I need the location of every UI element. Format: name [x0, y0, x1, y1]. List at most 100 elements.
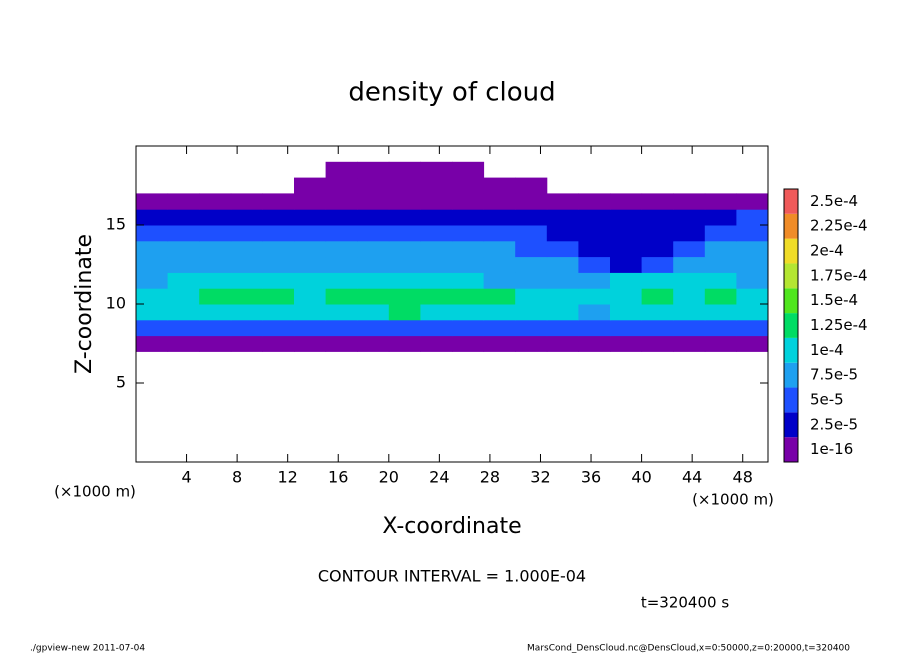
- density-cell: [452, 240, 485, 258]
- density-cell: [325, 193, 358, 210]
- density-cell: [578, 288, 611, 305]
- density-cell: [388, 177, 421, 194]
- density-cell: [199, 193, 232, 210]
- density-cell: [420, 161, 453, 179]
- colorbar-label: 1.5e-4: [810, 291, 858, 309]
- footer-right: MarsCond_DensCloud.nc@DensCloud,x=0:5000…: [527, 644, 850, 654]
- density-cell: [705, 178, 737, 194]
- density-cell: [484, 162, 516, 178]
- density-cell: [704, 304, 737, 321]
- colorbar-label: 2.25e-4: [810, 217, 868, 235]
- density-cell: [325, 335, 358, 352]
- density-cell: [736, 178, 768, 194]
- density-cell: [167, 193, 200, 210]
- density-cell: [673, 162, 705, 178]
- density-cell: [641, 288, 674, 305]
- density-cell: [168, 178, 200, 194]
- density-cell: [230, 256, 263, 273]
- chart-title: density of cloud: [348, 78, 555, 108]
- density-cell: [452, 272, 485, 289]
- density-cell: [610, 225, 643, 242]
- density-cell: [262, 272, 295, 289]
- density-cell: [357, 240, 390, 258]
- density-cell: [136, 209, 169, 226]
- density-cell: [578, 193, 611, 210]
- y-axis-label: Z-coordinate: [72, 234, 97, 374]
- density-cell: [294, 162, 326, 178]
- density-cell: [673, 304, 706, 321]
- density-cell: [641, 335, 674, 352]
- colorbar-frame: [783, 188, 799, 463]
- density-cell: [294, 240, 327, 258]
- x-tick-label: 24: [429, 468, 449, 487]
- density-cell: [199, 178, 231, 194]
- density-cell: [199, 209, 232, 226]
- density-cell: [515, 256, 548, 273]
- colorbar-band: [784, 213, 798, 239]
- density-cell: [610, 178, 642, 194]
- density-cell: [168, 162, 200, 178]
- density-cell: [294, 256, 327, 273]
- density-cell: [388, 319, 421, 337]
- density-cell: [673, 288, 706, 305]
- density-cell: [262, 240, 295, 258]
- density-cell: [230, 288, 263, 305]
- density-cell: [388, 256, 421, 273]
- density-cell: [641, 304, 674, 321]
- density-cell: [388, 225, 421, 242]
- density-cell: [578, 335, 611, 352]
- colorbar-label: 1e-16: [810, 440, 853, 458]
- density-cell: [136, 240, 169, 258]
- density-cell: [262, 178, 294, 194]
- density-cell: [357, 335, 390, 352]
- density-cell: [167, 288, 200, 305]
- density-cell: [610, 256, 643, 273]
- density-cell: [641, 240, 674, 258]
- density-cell: [515, 240, 548, 258]
- density-cell: [262, 256, 295, 273]
- density-cell: [546, 304, 579, 321]
- density-cell: [641, 272, 674, 289]
- x-tick-label: 40: [631, 468, 651, 487]
- x-tick-label: 16: [328, 468, 348, 487]
- density-cell: [515, 209, 548, 226]
- density-cell: [199, 288, 232, 305]
- density-cell: [199, 240, 232, 258]
- density-cell: [704, 225, 737, 242]
- density-cell: [736, 240, 769, 258]
- density-cell: [546, 193, 579, 210]
- density-cell: [199, 304, 232, 321]
- density-cell: [325, 272, 358, 289]
- density-cell: [167, 304, 200, 321]
- density-cell: [420, 319, 453, 337]
- density-cell: [546, 256, 579, 273]
- density-cell: [547, 178, 579, 194]
- colorbar-band: [784, 362, 798, 388]
- density-cell: [230, 193, 263, 210]
- density-cell: [199, 256, 232, 273]
- density-cell: [483, 240, 516, 258]
- density-cell: [736, 225, 769, 242]
- density-cell: [704, 288, 737, 305]
- density-cell: [578, 240, 611, 258]
- density-cell: [704, 193, 737, 210]
- density-cell: [262, 304, 295, 321]
- colorbar-label: 1.75e-4: [810, 266, 868, 284]
- density-cell: [325, 209, 358, 226]
- density-cell: [325, 177, 358, 194]
- density-cell: [483, 272, 516, 289]
- density-cell: [641, 225, 674, 242]
- density-cell: [136, 193, 169, 210]
- density-cell: [483, 209, 516, 226]
- density-cell: [610, 272, 643, 289]
- density-cell: [452, 335, 485, 352]
- density-cell: [262, 209, 295, 226]
- density-cell: [736, 272, 769, 289]
- density-cell: [388, 193, 421, 210]
- density-cell: [167, 209, 200, 226]
- density-cell: [578, 256, 611, 273]
- y-tick-label: 15: [106, 215, 126, 234]
- density-cell: [230, 335, 263, 352]
- density-cell: [136, 288, 169, 305]
- density-cell: [578, 304, 611, 321]
